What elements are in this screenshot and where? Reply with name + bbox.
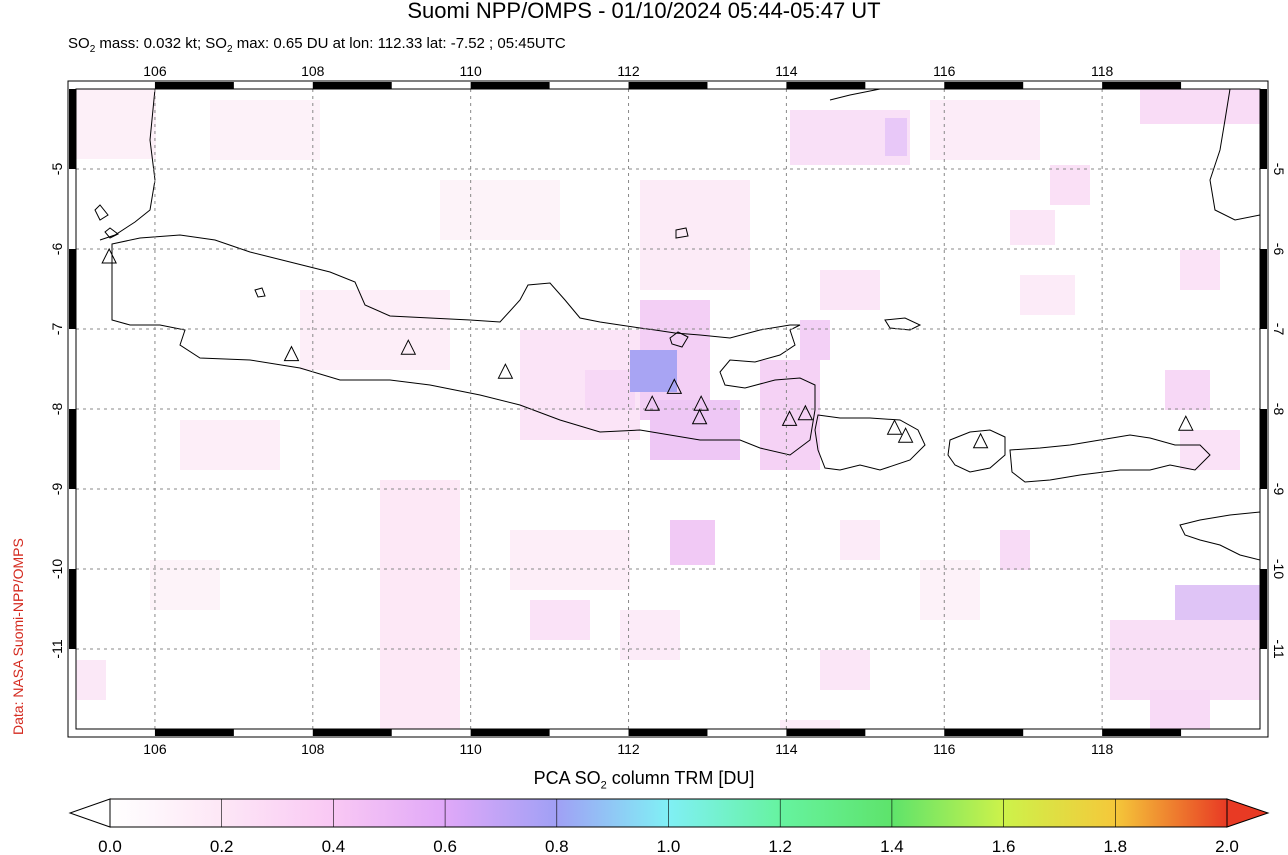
lon-tick-label-bottom: 114 bbox=[775, 741, 798, 757]
lon-tick-label-bottom: 108 bbox=[301, 741, 325, 757]
colorbar-ticks: 0.0 0.2 0.4 0.6 0.8 1.0 1.2 1.4 1.6 1.8 2.0 bbox=[98, 799, 1239, 855]
lat-tick-label-right: -8 bbox=[1271, 403, 1287, 416]
frame-bar-right bbox=[1260, 89, 1267, 169]
colorbar-tick-label: 1.4 bbox=[880, 837, 904, 855]
lon-tick-label-bottom: 116 bbox=[933, 741, 956, 757]
map-title: Suomi NPP/OMPS - 01/10/2024 05:44-05:47 … bbox=[407, 0, 881, 23]
lon-tick-label-bottom: 106 bbox=[143, 741, 167, 757]
colorbar-tick-label: 1.2 bbox=[768, 837, 792, 855]
volcano-triangle-icon bbox=[693, 395, 709, 411]
lat-tick-label-right: -7 bbox=[1271, 323, 1287, 336]
lat-tick-label-left: -7 bbox=[49, 323, 65, 336]
lon-tick-label-top: 108 bbox=[301, 63, 325, 79]
so2-summary: SO2 mass: 0.032 kt; SO2 max: 0.65 DU at … bbox=[68, 35, 566, 55]
volcano-triangle-icon bbox=[1177, 415, 1194, 431]
volcano-triangle-icon bbox=[400, 339, 417, 355]
coastlines bbox=[94, 89, 1260, 561]
frame-bar-left bbox=[69, 409, 76, 489]
lat-tick-label-right: -6 bbox=[1271, 243, 1287, 256]
colorbar-tick-label: 2.0 bbox=[1215, 837, 1239, 855]
colorbar-tick-label: 0.0 bbox=[98, 837, 122, 855]
graticule bbox=[76, 89, 1260, 729]
frame-bar-bottom bbox=[786, 729, 866, 736]
volcano-triangle-icon bbox=[283, 345, 300, 362]
colorbar-low-arrow bbox=[68, 798, 111, 828]
frame-bar-top bbox=[154, 82, 234, 89]
colorbar-tick-label: 0.8 bbox=[545, 837, 569, 855]
frame-bar-top bbox=[1102, 82, 1182, 89]
frame-bar-left bbox=[69, 249, 76, 329]
volcano-triangle-icon bbox=[897, 427, 914, 443]
frame-bar-top bbox=[944, 82, 1024, 89]
colorbar: 0.0 0.2 0.4 0.6 0.8 1.0 1.2 1.4 1.6 1.8 2.0 bbox=[68, 798, 1270, 855]
lon-tick-label-bottom: 110 bbox=[460, 741, 483, 757]
lon-tick-label-top: 116 bbox=[933, 63, 956, 79]
lon-tick-label-top: 106 bbox=[143, 63, 167, 79]
colorbar-tick-label: 1.0 bbox=[657, 837, 681, 855]
lon-tick-label-bottom: 112 bbox=[617, 741, 640, 757]
colorbar-high-arrow bbox=[1226, 798, 1270, 828]
lon-tick-label-bottom: 118 bbox=[1091, 741, 1114, 757]
volcano-triangle-icon bbox=[972, 432, 989, 449]
volcano-triangle-icon bbox=[644, 395, 661, 411]
frame-bar-right bbox=[1260, 569, 1267, 649]
volcano-triangle-icon bbox=[691, 408, 708, 425]
lat-tick-label-right: -10 bbox=[1271, 559, 1287, 579]
colorbar-title: PCA SO2 column TRM [DU] bbox=[533, 768, 755, 792]
axis-tick-labels: 106 106 108 108 110 110 112 112 114 114 116 116 118 1… bbox=[49, 63, 1287, 757]
volcano-triangle-icon bbox=[666, 378, 683, 394]
lat-tick-label-left: -9 bbox=[49, 483, 65, 496]
frame-bar-top bbox=[312, 82, 392, 89]
volcano-markers bbox=[101, 247, 1194, 449]
lon-tick-label-top: 112 bbox=[617, 63, 640, 79]
frame-bar-right bbox=[1260, 409, 1267, 489]
frame-bar-bottom bbox=[154, 729, 234, 736]
frame-bar-left bbox=[69, 569, 76, 649]
frame-bar-left bbox=[69, 89, 76, 169]
lat-tick-label-left: -10 bbox=[49, 559, 65, 579]
lat-tick-label-right: -5 bbox=[1271, 163, 1287, 176]
volcano-triangle-icon bbox=[886, 419, 903, 435]
frame-bar-top bbox=[470, 82, 550, 89]
lat-tick-label-left: -11 bbox=[49, 639, 65, 658]
lon-tick-label-top: 114 bbox=[775, 63, 798, 79]
colorbar-tick-label: 0.2 bbox=[210, 837, 234, 855]
colorbar-tick-label: 1.6 bbox=[992, 837, 1016, 855]
colorbar-tick-label: 0.4 bbox=[322, 837, 346, 855]
frame-bar-top bbox=[786, 82, 866, 89]
frame-bar-right bbox=[1260, 249, 1267, 329]
volcano-triangle-icon bbox=[101, 247, 117, 264]
volcano-triangle-icon bbox=[497, 363, 514, 379]
lon-tick-label-top: 110 bbox=[460, 63, 483, 79]
frame-bar-bottom bbox=[944, 729, 1024, 736]
frame-bar-top bbox=[628, 82, 708, 89]
lat-tick-label-right: -9 bbox=[1271, 483, 1287, 496]
so2-pixel-field bbox=[76, 89, 1260, 729]
colorbar-tick-label: 1.8 bbox=[1103, 837, 1127, 855]
frame-bar-bottom bbox=[1102, 729, 1182, 736]
lat-tick-label-left: -5 bbox=[49, 163, 65, 176]
lat-tick-label-left: -6 bbox=[49, 243, 65, 256]
frame-bar-bottom bbox=[470, 729, 550, 736]
frame-bars bbox=[69, 82, 1267, 736]
colorbar-tick-label: 0.6 bbox=[433, 837, 457, 855]
lat-tick-label-right: -11 bbox=[1271, 639, 1287, 658]
lat-tick-label-left: -8 bbox=[49, 403, 65, 416]
lon-tick-label-top: 118 bbox=[1091, 63, 1114, 79]
frame-bar-bottom bbox=[628, 729, 708, 736]
volcano-triangle-icon bbox=[797, 404, 814, 421]
volcano-triangle-icon bbox=[781, 410, 798, 426]
frame-bar-bottom bbox=[312, 729, 392, 736]
